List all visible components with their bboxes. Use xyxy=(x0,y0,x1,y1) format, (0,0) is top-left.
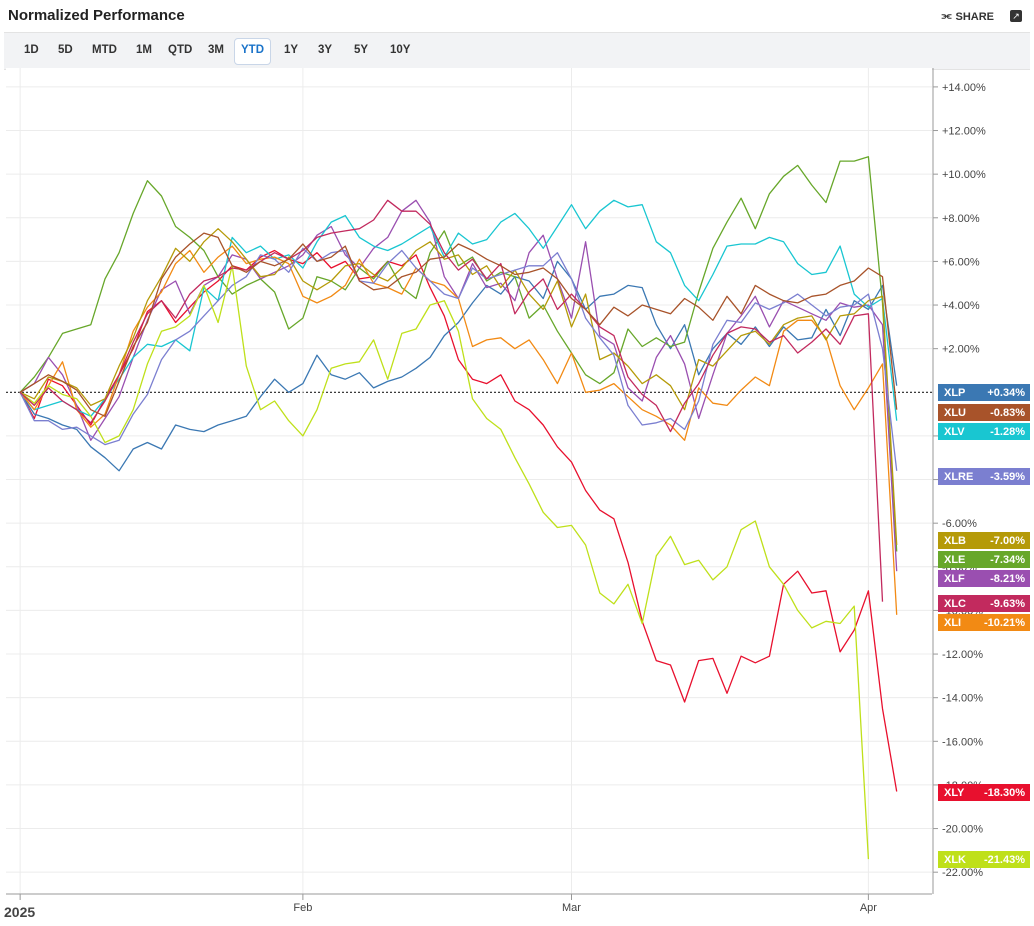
y-tick-label: +12.00% xyxy=(942,126,986,138)
share-icon: ⫘ xyxy=(941,10,952,22)
x-tick-label: 2025 xyxy=(4,904,35,920)
y-tick-label: -16.00% xyxy=(942,736,983,748)
series-line-xlre xyxy=(19,247,898,471)
end-label-value: -7.00% xyxy=(990,535,1025,547)
x-tick-label: Mar xyxy=(562,902,581,914)
end-label-xlf: XLF -8.21% xyxy=(938,570,1030,587)
y-tick-label: -22.00% xyxy=(942,867,983,879)
end-label-xli: XLI -10.21% xyxy=(938,614,1030,631)
end-label-bg xyxy=(938,532,1030,549)
end-label-value: -1.28% xyxy=(990,426,1025,438)
range-10y[interactable]: 10Y xyxy=(390,44,411,56)
series-line-xlb xyxy=(19,228,898,546)
plot-area xyxy=(6,68,932,894)
end-label-value: +0.34% xyxy=(987,387,1025,399)
chart-header: Normalized Performance ⫘ SHARE ↗ xyxy=(0,0,1034,32)
end-label-ticker: XLC xyxy=(944,598,966,610)
end-label-bg xyxy=(938,551,1030,568)
range-mtd[interactable]: MTD xyxy=(92,44,117,56)
series-line-xlc xyxy=(19,199,884,602)
range-1d[interactable]: 1D xyxy=(24,44,39,56)
series-line-xle xyxy=(19,156,898,552)
end-label-xlv: XLV -1.28% xyxy=(938,423,1030,440)
range-5d[interactable]: 5D xyxy=(58,44,73,56)
page-title: Normalized Performance xyxy=(8,7,185,24)
end-label-ticker: XLI xyxy=(944,617,961,629)
y-tick-label: +10.00% xyxy=(942,169,986,181)
y-tick-label: -6.00% xyxy=(942,518,977,530)
share-button[interactable]: ⫘ SHARE xyxy=(942,10,994,23)
y-tick-label: +6.00% xyxy=(942,256,980,268)
y-tick-label: -14.00% xyxy=(942,693,983,705)
end-label-value: -7.34% xyxy=(990,554,1025,566)
series-lines xyxy=(19,156,898,860)
x-axis: 2025 Feb Mar Apr xyxy=(4,893,932,920)
end-label-bg xyxy=(938,468,1030,485)
end-label-bg xyxy=(938,384,1030,401)
range-qtd[interactable]: QTD xyxy=(168,44,193,56)
end-label-value: -21.43% xyxy=(984,854,1025,866)
end-label-xlp: XLP +0.34% xyxy=(938,384,1030,401)
end-label-xly: XLY -18.30% xyxy=(938,784,1030,801)
end-label-xlk: XLK -21.43% xyxy=(938,851,1030,868)
end-label-ticker: XLY xyxy=(944,787,965,799)
y-tick-label: +14.00% xyxy=(942,82,986,94)
end-label-ticker: XLRE xyxy=(944,471,973,483)
end-label-xlu: XLU -0.83% xyxy=(938,404,1030,421)
end-label-ticker: XLP xyxy=(944,387,965,399)
end-label-value: -10.21% xyxy=(984,617,1025,629)
performance-chart: +14.00% +12.00% +10.00% +8.00% +6.00% +4.00% +… xyxy=(4,68,1030,920)
end-label-ticker: XLV xyxy=(944,426,965,438)
y-tick-label: +2.00% xyxy=(942,344,980,356)
end-label-value: -9.63% xyxy=(990,598,1025,610)
range-selector: 1D 5D MTD 1M QTD 3M YTD 1Y 3Y 5Y 10Y xyxy=(4,32,1030,70)
end-label-xlb: XLB -7.00% xyxy=(938,532,1030,549)
expand-icon[interactable]: ↗ xyxy=(1010,10,1022,22)
end-label-ticker: XLB xyxy=(944,535,966,547)
end-label-bg xyxy=(938,851,1030,868)
x-tick-label: Apr xyxy=(860,902,877,914)
end-label-ticker: XLU xyxy=(944,407,966,419)
share-label: SHARE xyxy=(955,10,994,23)
end-label-bg xyxy=(938,784,1030,801)
end-label-bg xyxy=(938,595,1030,612)
range-1m[interactable]: 1M xyxy=(136,44,152,56)
series-line-xly xyxy=(19,249,898,792)
series-end-labels: XLY -18.30% XLP +0.34% XLE -7.34% XLF -8.21% XLV… xyxy=(938,384,1030,868)
range-3m[interactable]: 3M xyxy=(208,44,224,56)
end-label-ticker: XLF xyxy=(944,573,965,585)
series-line-xlk xyxy=(19,265,870,860)
series-line-xlv xyxy=(19,199,898,421)
end-label-xle: XLE -7.34% xyxy=(938,551,1030,568)
end-label-value: -0.83% xyxy=(990,407,1025,419)
end-label-bg xyxy=(938,423,1030,440)
end-label-bg xyxy=(938,570,1030,587)
range-3y[interactable]: 3Y xyxy=(318,44,333,56)
range-ytd[interactable]: YTD xyxy=(234,38,271,65)
end-label-ticker: XLE xyxy=(944,554,965,566)
end-label-value: -3.59% xyxy=(990,471,1025,483)
end-label-bg xyxy=(938,404,1030,421)
series-line-xlu xyxy=(19,232,898,417)
end-label-xlre: XLRE -3.59% xyxy=(938,468,1030,485)
end-label-value: -8.21% xyxy=(990,573,1025,585)
end-label-xlc: XLC -9.63% xyxy=(938,595,1030,612)
end-label-ticker: XLK xyxy=(944,854,966,866)
end-label-value: -18.30% xyxy=(984,787,1025,799)
y-tick-label: +4.00% xyxy=(942,300,980,312)
range-1y[interactable]: 1Y xyxy=(284,44,299,56)
y-tick-label: +8.00% xyxy=(942,213,980,225)
x-tick-label: Feb xyxy=(293,902,312,914)
end-label-bg xyxy=(938,614,1030,631)
range-5y[interactable]: 5Y xyxy=(354,44,369,56)
y-tick-label: -20.00% xyxy=(942,824,983,836)
grid-lines xyxy=(6,68,932,894)
y-tick-label: -12.00% xyxy=(942,649,983,661)
